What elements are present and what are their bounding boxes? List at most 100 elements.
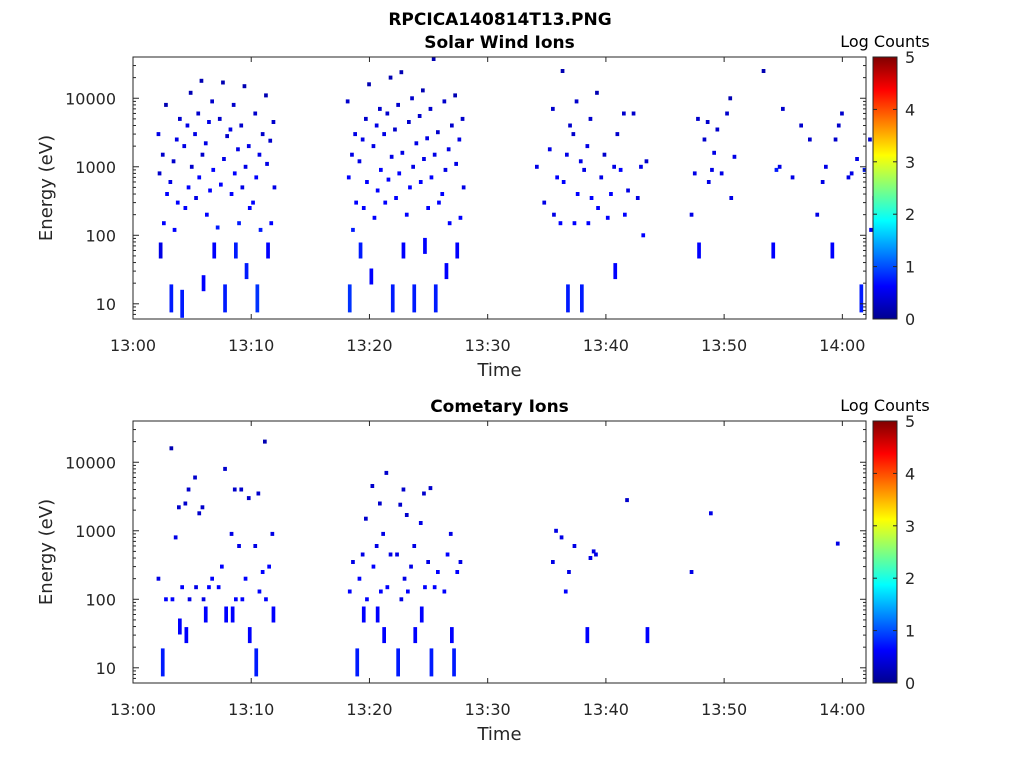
data-cell — [375, 188, 380, 193]
data-cell — [402, 576, 407, 581]
data-cell — [422, 157, 426, 161]
data-cell — [224, 606, 228, 623]
data-cell — [207, 585, 211, 590]
data-cell — [808, 137, 812, 142]
data-cell — [230, 606, 235, 623]
data-cell — [260, 132, 265, 137]
data-cell — [272, 185, 277, 190]
data-cell — [400, 150, 405, 155]
data-cell — [164, 102, 168, 107]
data-cell — [436, 570, 440, 574]
data-cell — [582, 167, 586, 172]
colorbar-title: Log Counts — [840, 396, 930, 415]
x-tick-label: 13:40 — [583, 336, 629, 355]
data-cell — [728, 96, 733, 101]
data-cell — [253, 544, 258, 548]
data-cell — [371, 144, 376, 149]
data-cell — [200, 152, 205, 157]
data-cell — [244, 263, 249, 280]
data-cell — [455, 570, 460, 574]
data-cell — [425, 136, 429, 141]
data-cell — [187, 597, 192, 602]
data-cell — [239, 487, 244, 492]
plot-area — [133, 57, 866, 319]
data-cell — [393, 127, 397, 132]
data-cell — [820, 180, 825, 184]
colorbar-tick-label: 2 — [905, 569, 915, 588]
data-cell — [394, 196, 398, 200]
data-cell — [715, 127, 720, 132]
data-cell — [371, 564, 376, 569]
x-tick-label: 14:00 — [819, 700, 865, 719]
data-cell — [423, 585, 427, 590]
data-cell — [578, 159, 583, 164]
data-cell — [374, 544, 379, 548]
data-cell — [382, 627, 386, 644]
data-cell — [572, 544, 577, 548]
data-cell — [270, 531, 275, 536]
data-cell — [354, 200, 358, 205]
solar-wind-ions-panel: 13:00 13:10 13:20 13:30 13:40 13:50 14:0010100… — [36, 32, 930, 381]
data-cell — [413, 627, 418, 644]
data-cell — [234, 597, 238, 602]
data-cell — [551, 106, 555, 111]
data-cell — [709, 511, 713, 516]
data-cell — [781, 106, 785, 111]
data-cell — [197, 175, 202, 180]
x-tick-label: 14:00 — [819, 336, 865, 355]
data-cell — [719, 171, 724, 176]
data-cell — [542, 200, 547, 205]
data-cell — [242, 84, 247, 89]
data-cell — [231, 102, 236, 107]
data-cell — [566, 284, 570, 313]
data-cell — [257, 589, 262, 594]
data-cell — [558, 221, 563, 226]
data-cell — [397, 171, 402, 176]
data-cell — [399, 597, 404, 602]
data-cell — [239, 123, 244, 128]
x-tick-label: 13:30 — [465, 700, 511, 719]
data-cell — [211, 167, 216, 172]
data-cell — [790, 175, 795, 180]
plot-frame — [132, 56, 867, 320]
data-cell — [382, 132, 386, 137]
data-cell — [626, 188, 630, 193]
data-cell — [442, 99, 447, 104]
data-cell — [240, 597, 245, 602]
data-cell — [370, 484, 375, 488]
data-cell — [189, 164, 194, 169]
data-cell — [194, 585, 198, 590]
data-cell — [623, 212, 627, 217]
data-cell — [172, 227, 177, 232]
data-cell — [183, 206, 188, 210]
data-cell — [357, 159, 362, 164]
data-cell — [689, 212, 694, 217]
data-cell — [729, 196, 734, 200]
data-cell — [418, 180, 423, 184]
y-tick-label: 10000 — [65, 453, 116, 472]
data-cell — [447, 221, 452, 226]
data-cell — [243, 164, 248, 169]
data-cell — [160, 152, 165, 157]
data-cell — [450, 123, 454, 128]
data-cell — [162, 221, 166, 226]
data-cell — [178, 116, 182, 121]
data-cell — [445, 552, 450, 557]
data-cell — [444, 263, 449, 280]
data-cell — [589, 196, 594, 200]
data-cell — [398, 502, 403, 507]
data-cell — [639, 164, 643, 169]
data-cell — [379, 589, 383, 594]
data-cell — [612, 164, 616, 169]
colorbar-title: Log Counts — [840, 32, 930, 51]
y-tick-label: 10000 — [65, 89, 116, 108]
y-tick-label: 100 — [85, 590, 116, 609]
data-cell — [210, 576, 214, 581]
data-cell — [229, 192, 234, 196]
data-cell — [223, 466, 227, 471]
data-cell — [635, 196, 640, 200]
data-cell — [432, 152, 437, 157]
data-cell — [174, 137, 179, 142]
data-cell — [378, 106, 382, 111]
data-cell — [251, 200, 255, 205]
